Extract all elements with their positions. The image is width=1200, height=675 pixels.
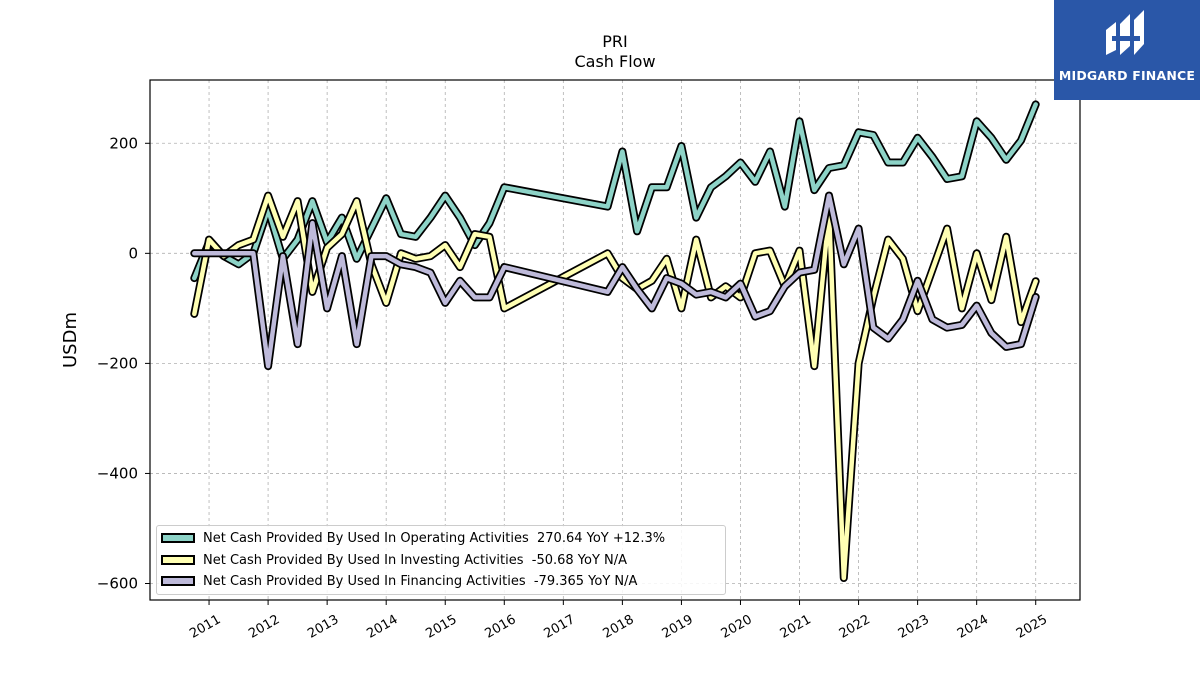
y-tick-label: −200 xyxy=(97,354,138,372)
chart-legend: Net Cash Provided By Used In Operating A… xyxy=(156,525,726,595)
x-tick-label: 2011 xyxy=(187,612,223,642)
midgard-logo-icon xyxy=(1106,10,1144,55)
x-tick-label: 2025 xyxy=(1014,612,1050,642)
x-tick-label: 2024 xyxy=(955,612,991,642)
legend-item-investing: Net Cash Provided By Used In Investing A… xyxy=(161,551,627,569)
x-tick-label: 2022 xyxy=(837,612,873,642)
midgard-finance-logo: MIDGARD FINANCE xyxy=(1054,0,1200,100)
legend-swatch-financing xyxy=(161,576,195,586)
logo-text: MIDGARD FINANCE xyxy=(1058,68,1196,83)
x-tick-label: 2017 xyxy=(542,612,578,642)
plot-frame xyxy=(149,79,1081,601)
x-tick-label: 2021 xyxy=(778,612,814,642)
x-tick-label: 2013 xyxy=(305,612,341,642)
y-tick-label: 0 xyxy=(128,244,138,262)
y-tick-label: −600 xyxy=(97,574,138,592)
x-tick-label: 2019 xyxy=(660,612,696,642)
legend-swatch-operating xyxy=(161,533,195,543)
legend-item-financing: Net Cash Provided By Used In Financing A… xyxy=(161,572,637,590)
chart-title: PRI xyxy=(602,32,628,51)
x-tick-label: 2015 xyxy=(423,612,459,642)
x-tick-label: 2023 xyxy=(896,612,932,642)
x-tick-label: 2018 xyxy=(601,612,637,642)
grid-layer xyxy=(150,80,1080,600)
legend-label-investing: Net Cash Provided By Used In Investing A… xyxy=(203,552,628,568)
series-line-operating xyxy=(192,102,1038,281)
y-tick-label: 200 xyxy=(109,134,138,152)
x-tick-label: 2020 xyxy=(719,612,755,642)
legend-item-operating: Net Cash Provided By Used In Operating A… xyxy=(161,529,665,547)
series-line-financing xyxy=(192,193,1038,369)
legend-label-financing: Net Cash Provided By Used In Financing A… xyxy=(203,573,638,589)
y-axis-label: USDm xyxy=(60,312,81,368)
x-tick-label: 2016 xyxy=(482,612,518,642)
legend-swatch-investing xyxy=(161,555,195,565)
legend-label-operating: Net Cash Provided By Used In Operating A… xyxy=(203,530,666,546)
x-tick-label: 2012 xyxy=(246,612,282,642)
x-tick-label: 2014 xyxy=(364,612,400,642)
y-tick-label: −400 xyxy=(97,464,138,482)
series-layer xyxy=(190,100,1040,582)
chart-subtitle: Cash Flow xyxy=(574,52,656,71)
